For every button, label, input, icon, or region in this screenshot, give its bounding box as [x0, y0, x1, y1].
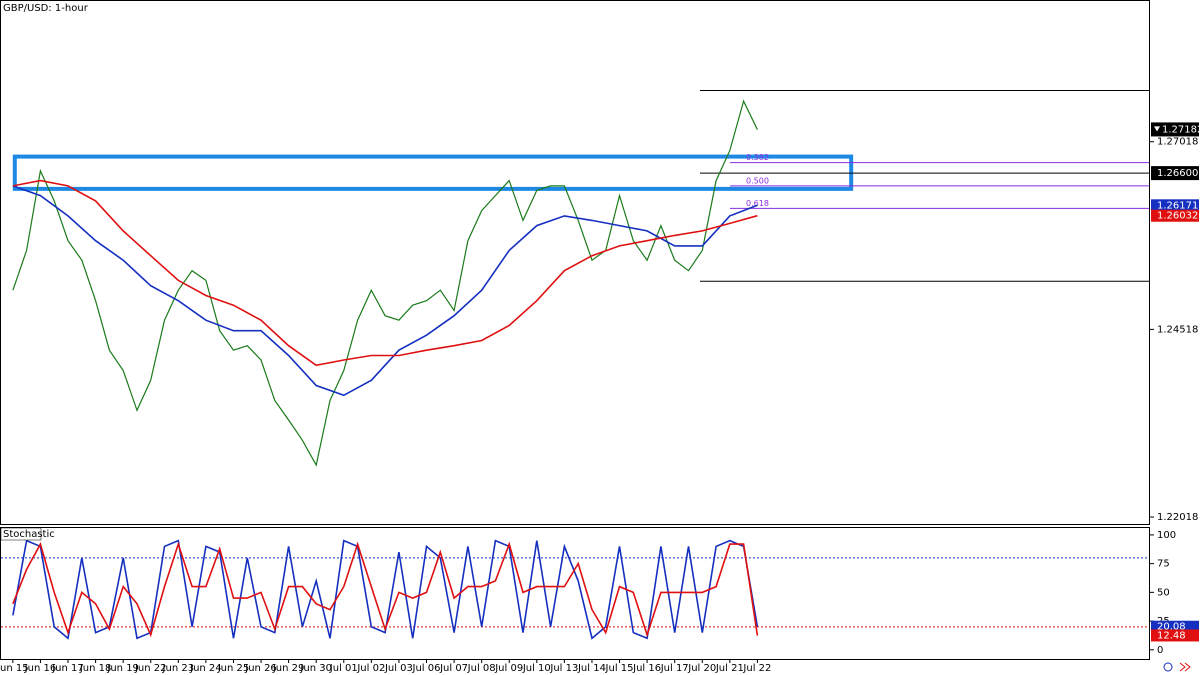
x-tick-label: Jun 19 [106, 663, 139, 674]
series-line [12, 539, 759, 640]
price-label: 1.27182 [1162, 124, 1200, 135]
x-tick-label: Jul 20 [687, 663, 716, 674]
icon[interactable] [1179, 662, 1191, 672]
x-tick-label: Jun 29 [272, 663, 305, 674]
x-tick-label: Jul 02 [356, 663, 385, 674]
chart-title: GBP/USD: 1-hour [3, 3, 89, 14]
x-tick-label: Jul 22 [742, 663, 771, 674]
x-tick-label: Jun 16 [24, 663, 57, 674]
y-tick-label: 100 [1157, 530, 1176, 541]
value-label-bg [1151, 209, 1199, 222]
price-label-bg [1151, 122, 1199, 137]
value-label: 12.48 [1157, 630, 1186, 641]
x-tick-label: Jun 17 [51, 663, 84, 674]
x-tick-label: Jun 22 [134, 663, 167, 674]
price-arrow [1154, 126, 1160, 132]
x-tick-label: Jul 09 [494, 663, 523, 674]
series-line [12, 179, 758, 367]
y-tick-label: 50 [1157, 587, 1170, 598]
stochastic-title: Stochastic [3, 529, 55, 540]
x-tick-label: Jun 15 [0, 663, 29, 674]
y-tick-label: 0 [1157, 645, 1163, 656]
x-tick-label: Jun 24 [189, 663, 222, 674]
x-tick-label: Jul 07 [439, 663, 468, 674]
stochastic-pane [0, 527, 1150, 660]
x-tick-label: Jul 06 [412, 663, 441, 674]
x-tick-label: Jun 26 [244, 663, 277, 674]
series-line [12, 99, 758, 467]
series-line [12, 541, 759, 638]
x-tick-label: Jun 30 [299, 663, 332, 674]
y-tick-label: 1.24518 [1157, 324, 1198, 335]
main-pane [0, 0, 1150, 525]
x-tick-label: Jul 08 [467, 663, 496, 674]
x-tick-label: Jul 21 [715, 663, 744, 674]
y-tick-label: 75 [1157, 559, 1170, 570]
value-label-bg [1151, 199, 1199, 212]
fib-label: 0.500 [746, 176, 769, 185]
x-tick-label: Jul 01 [329, 663, 358, 674]
value-label: 1.26171 [1157, 200, 1198, 211]
x-tick-label: Jul 17 [660, 663, 689, 674]
level-label: 1.26600 [1157, 168, 1198, 179]
icon[interactable] [1163, 662, 1173, 672]
series-line [12, 185, 758, 397]
value-label-bg [1151, 629, 1199, 642]
fib-label: 0.618 [746, 199, 769, 208]
x-tick-label: Jul 03 [384, 663, 413, 674]
x-tick-label: Jul 13 [549, 663, 578, 674]
y-tick-label: 1.22018 [1157, 512, 1198, 523]
x-tick-label: Jul 15 [605, 663, 634, 674]
x-tick-label: Jul 16 [632, 663, 661, 674]
y-tick-label: 1.27018 [1157, 137, 1198, 148]
title-bg [1, 1, 89, 15]
fib-label: 0.382 [746, 153, 769, 162]
x-tick-label: Jul 14 [577, 663, 606, 674]
x-tick-label: Jun 25 [217, 663, 250, 674]
level-label-bg [1151, 166, 1199, 181]
x-tick-label: Jul 10 [522, 663, 551, 674]
value-label: 20.08 [1157, 622, 1186, 633]
x-tick-label: Jun 23 [162, 663, 195, 674]
stoch-title-bg [0, 527, 42, 541]
toolbar-icons[interactable] [1163, 662, 1191, 672]
x-tick-label: Jun 18 [79, 663, 112, 674]
value-label: 1.26032 [1157, 211, 1198, 222]
